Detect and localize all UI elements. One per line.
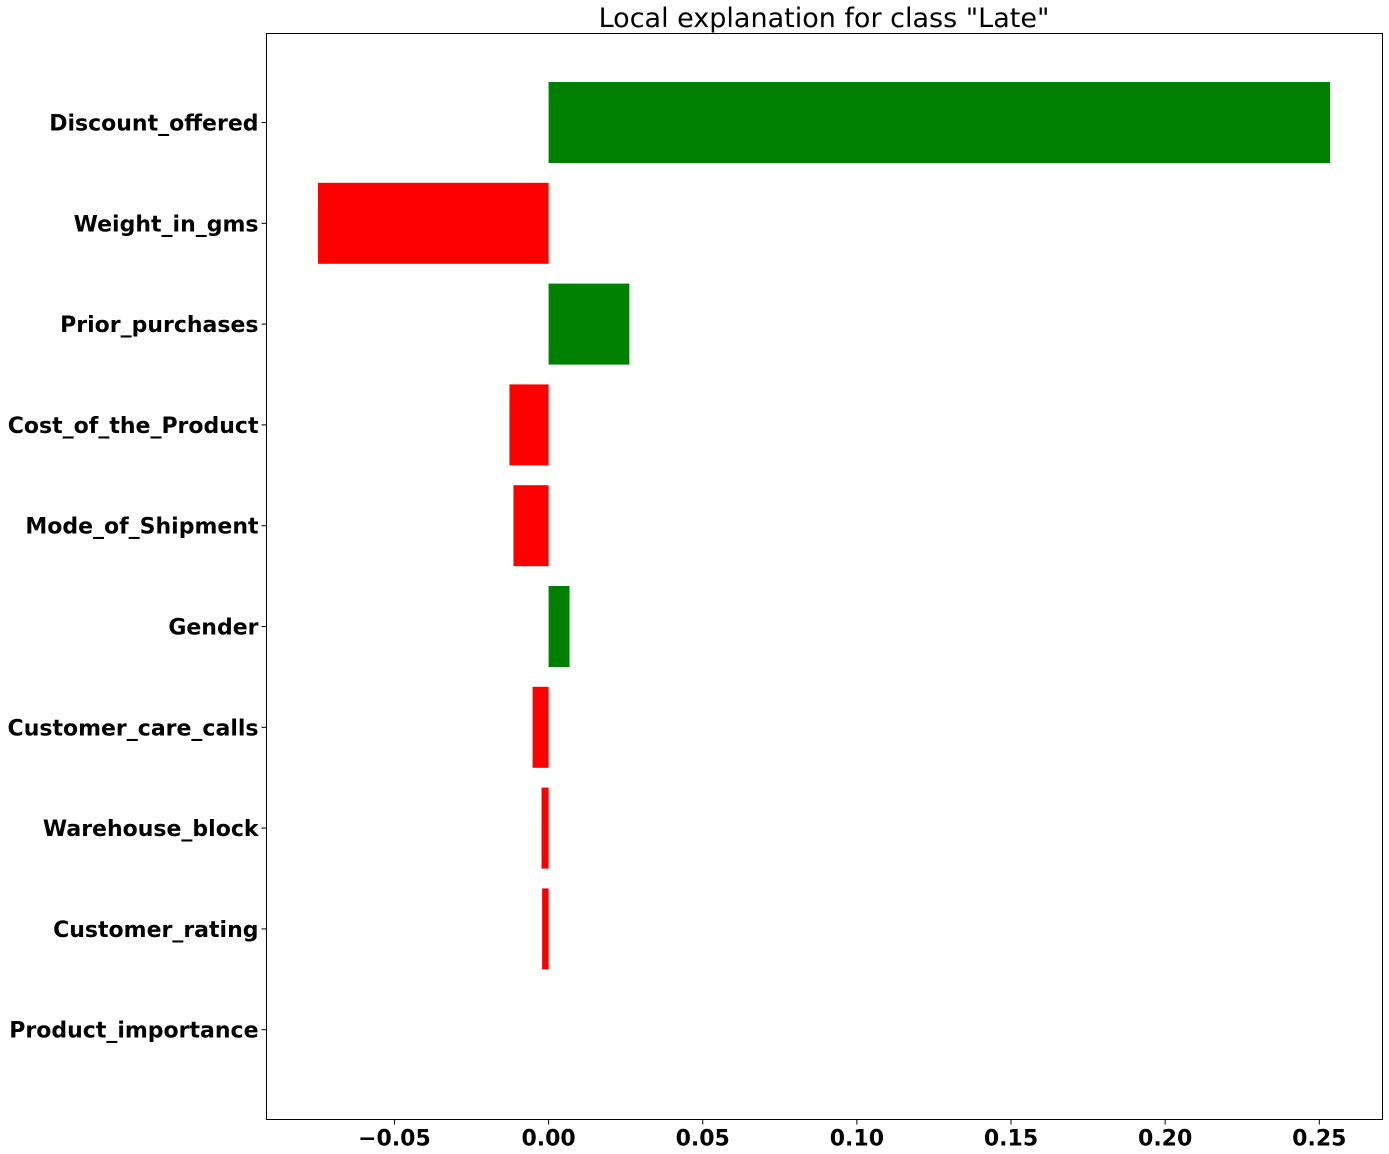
bar-weight-in-gms xyxy=(317,182,549,264)
bar-prior-purchases xyxy=(548,283,630,365)
bar-customer-care-calls xyxy=(532,686,549,768)
y-tick-label: Customer_care_calls xyxy=(8,716,259,741)
bar-warehouse-block xyxy=(541,787,549,869)
x-axis: −0.05 0.00 0.05 0.10 0.15 0.20 0.25 xyxy=(358,1119,1346,1152)
y-tick-label: Weight_in_gms xyxy=(74,212,259,237)
bars-group xyxy=(317,82,1331,970)
y-tick-label: Cost_of_the_Product xyxy=(8,414,259,439)
y-tick-label: Warehouse_block xyxy=(43,817,260,842)
bar-mode-of-shipment xyxy=(513,485,549,567)
y-tick-label: Prior_purchases xyxy=(60,313,258,338)
chart-title: Local explanation for class "Late" xyxy=(599,3,1050,34)
bar-gender xyxy=(548,586,570,667)
x-tick-label: 0.05 xyxy=(676,1127,730,1152)
y-tick-label: Discount_offered xyxy=(49,112,258,137)
x-tick-label: 0.20 xyxy=(1138,1127,1192,1152)
x-tick-label: 0.10 xyxy=(830,1127,884,1152)
y-tick-label: Product_importance xyxy=(9,1019,258,1044)
bar-customer-rating xyxy=(542,888,549,970)
bar-discount-offered xyxy=(548,82,1331,163)
plot-frame xyxy=(266,33,1383,1120)
x-tick-label: 0.25 xyxy=(1292,1127,1346,1152)
y-axis: Discount_offered Weight_in_gms Prior_purch… xyxy=(8,112,267,1044)
bar-cost-of-the-product xyxy=(509,384,549,466)
x-tick-label: 0.00 xyxy=(521,1127,575,1152)
x-tick-label: −0.05 xyxy=(358,1127,431,1152)
y-tick-label: Customer_rating xyxy=(53,918,258,943)
y-tick-label: Gender xyxy=(168,616,258,641)
x-tick-label: 0.15 xyxy=(984,1127,1038,1152)
y-tick-label: Mode_of_Shipment xyxy=(25,515,259,540)
